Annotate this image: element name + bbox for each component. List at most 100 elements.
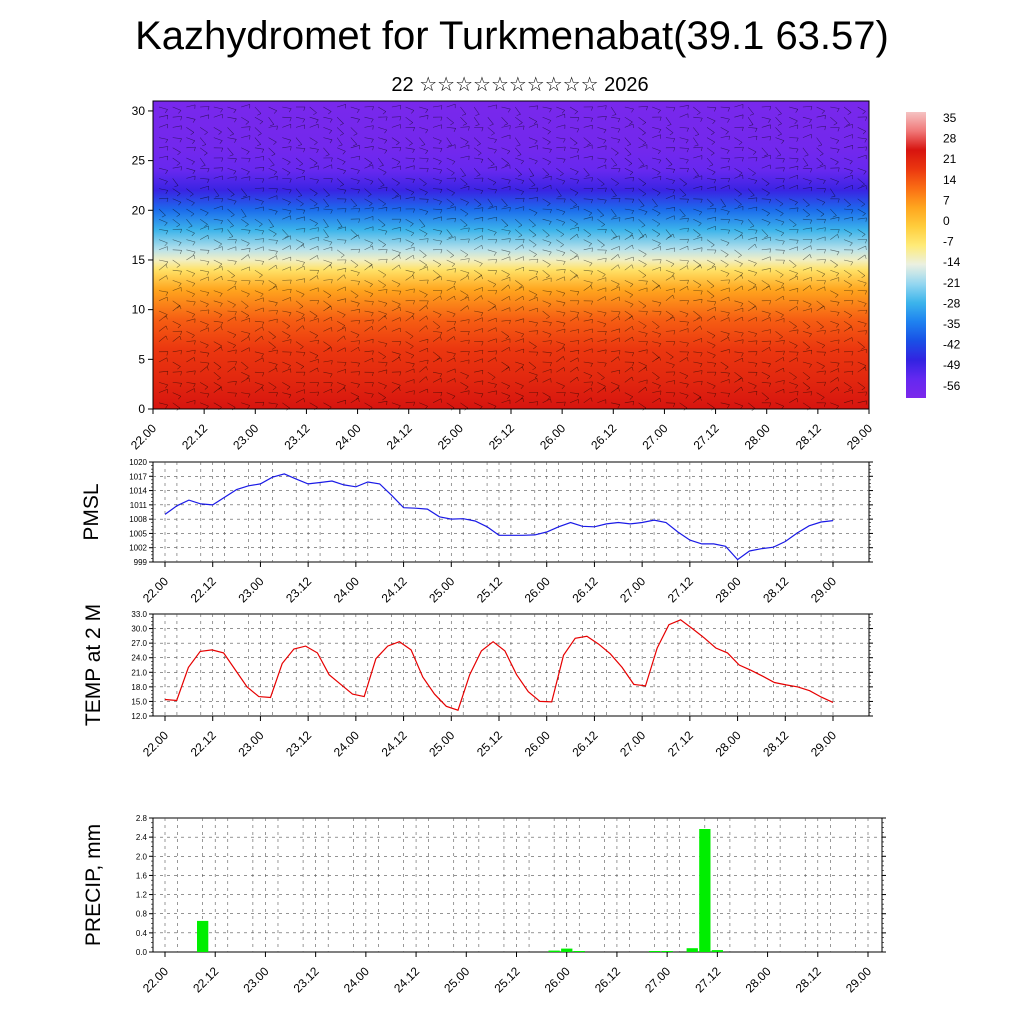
wind-barb [419, 147, 428, 151]
wind-barb [775, 380, 785, 383]
wind-barb [487, 280, 497, 285]
wind-barb-flag [399, 341, 402, 346]
temp-series-line [164, 619, 834, 711]
wind-barb-flag [694, 144, 699, 147]
x-tick-label: 25.00 [441, 964, 472, 995]
wind-barb-flag [564, 401, 566, 406]
wind-barb-flag [412, 149, 415, 153]
wind-barb [679, 105, 689, 108]
wind-barb-flag [685, 313, 689, 318]
wind-barb [378, 369, 387, 373]
y-tick-label: 1011 [130, 501, 148, 510]
wind-barb-flag [838, 339, 840, 344]
wind-barb [254, 335, 263, 342]
wind-barb [158, 106, 168, 110]
wind-barb [474, 370, 483, 373]
wind-barb [556, 157, 566, 160]
wind-barb-flag [686, 127, 689, 132]
wind-barb-flag [536, 259, 539, 264]
x-tick-label: 27.00 [639, 421, 670, 452]
wind-barb-flag [509, 347, 511, 352]
wind-barb-flag [821, 110, 825, 114]
wind-barb-flag [464, 295, 469, 299]
wind-barb [186, 370, 196, 373]
wind-barb-flag [709, 204, 714, 208]
wind-barb-flag [179, 383, 182, 388]
wind-barb [761, 208, 770, 214]
wind-barb [665, 178, 675, 181]
wind-barb [473, 168, 481, 175]
wind-barb [515, 218, 523, 226]
wind-barb-flag [331, 327, 333, 332]
wind-barb [528, 296, 538, 302]
wind-barb [378, 289, 388, 291]
wind-barb [419, 238, 429, 240]
wind-barb [597, 218, 605, 225]
wind-barb-flag [248, 336, 250, 341]
wind-barb-flag [381, 224, 386, 228]
wind-barb [391, 188, 399, 195]
wind-barb [487, 371, 496, 378]
wind-barb [200, 249, 210, 251]
wind-barb-flag [699, 363, 703, 368]
wind-barb [761, 106, 771, 108]
wind-barb [720, 279, 730, 281]
colorbar-label: 14 [943, 173, 957, 187]
wind-barb [323, 219, 329, 227]
wind-barb-flag [286, 172, 291, 176]
wind-barb [652, 106, 661, 111]
wind-barb-flag [727, 404, 730, 409]
wind-barb-flag [298, 144, 302, 147]
wind-barb-flag [576, 312, 580, 317]
wind-barb-flag [687, 280, 689, 285]
wind-barb-flag [618, 387, 620, 392]
wind-barb-flag [427, 115, 429, 120]
wind-barb [830, 290, 839, 296]
wind-barb [336, 310, 346, 315]
wind-barb-flag [643, 254, 647, 258]
wind-barb-flag [215, 195, 220, 198]
wind-barb [323, 147, 330, 155]
wind-barb-flag [275, 251, 278, 255]
wind-barb [679, 310, 689, 315]
wind-barb [528, 371, 538, 376]
wind-barb [419, 402, 428, 407]
wind-barb-flag [709, 164, 714, 167]
wind-barb [241, 229, 251, 231]
wind-barb-flag [627, 144, 631, 147]
wind-barb-flag [686, 199, 689, 204]
wind-barb [405, 269, 415, 273]
x-tick-label: 28.00 [742, 421, 773, 452]
wind-barb-flag [409, 122, 413, 126]
wind-barb [419, 388, 428, 393]
wind-barb-flag [165, 230, 169, 235]
wind-barb-flag [715, 186, 717, 191]
wind-barb-flag [177, 366, 181, 370]
wind-barb [501, 296, 510, 302]
wind-barb-flag [205, 303, 209, 308]
wind-barb-flag [837, 377, 840, 382]
wind-barb [830, 116, 838, 124]
wind-barb-flag [303, 265, 305, 270]
wind-barb [597, 382, 606, 387]
wind-barb [775, 117, 782, 124]
wind-barb [432, 398, 442, 404]
wind-barb [734, 274, 742, 281]
colorbar-label: 7 [943, 193, 950, 207]
wind-barb-flag [617, 128, 621, 133]
x-tick-label: 24.00 [331, 574, 362, 605]
wind-barb [720, 116, 730, 120]
wind-barb-flag [699, 396, 702, 401]
wind-barb-flag [399, 254, 401, 259]
wind-barb-flag [436, 326, 441, 330]
wind-barb [378, 258, 388, 261]
wind-barb-flag [217, 367, 222, 370]
wind-barb [172, 208, 181, 215]
wind-barb [597, 208, 604, 216]
wind-barb [241, 361, 249, 368]
wind-barb [172, 361, 181, 367]
wind-barb [337, 298, 346, 302]
wind-barb-flag [824, 259, 826, 264]
wind-barb [610, 235, 620, 240]
wind-barb-flag [358, 218, 361, 223]
